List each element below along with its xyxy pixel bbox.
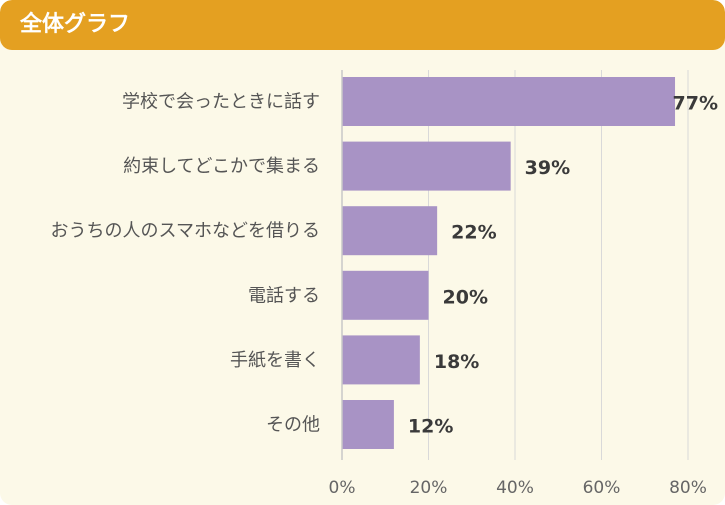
value-label: 18% bbox=[434, 351, 479, 373]
category-label: 電話する bbox=[248, 285, 320, 306]
value-label: 22% bbox=[451, 222, 496, 244]
x-tick-label: 20% bbox=[410, 478, 448, 498]
bar bbox=[342, 77, 676, 126]
chart-title: 全体グラフ bbox=[20, 12, 131, 37]
x-tick-label: 80% bbox=[669, 478, 707, 498]
category-label: その他 bbox=[266, 415, 320, 436]
category-label: 約束してどこかで集まる bbox=[123, 156, 320, 177]
value-label: 39% bbox=[525, 157, 570, 179]
value-label: 77% bbox=[673, 93, 718, 115]
value-label: 12% bbox=[408, 416, 453, 438]
x-tick-label: 40% bbox=[496, 478, 534, 498]
value-label: 20% bbox=[443, 286, 488, 308]
bar bbox=[342, 400, 394, 449]
chart-header: 全体グラフ bbox=[0, 0, 725, 50]
bar bbox=[342, 206, 438, 256]
x-tick-label: 60% bbox=[583, 478, 621, 498]
x-tick-label: 0% bbox=[329, 478, 356, 498]
category-label: おうちの人のスマホなどを借りる bbox=[51, 221, 320, 242]
bar bbox=[342, 141, 511, 191]
category-label: 学校で会ったときに話す bbox=[122, 92, 320, 113]
bar bbox=[342, 270, 429, 320]
category-label: 手紙を書く bbox=[230, 350, 320, 371]
bar bbox=[342, 335, 420, 385]
